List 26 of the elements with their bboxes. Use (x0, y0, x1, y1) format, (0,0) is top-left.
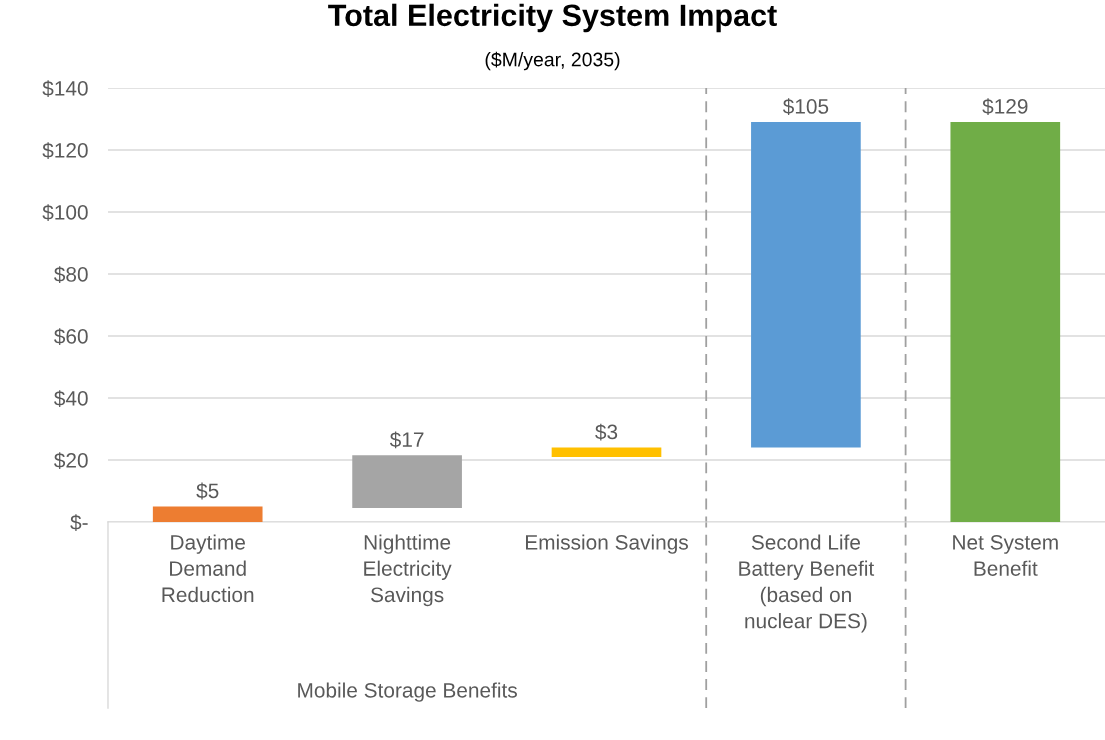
data-label: $5 (196, 482, 219, 500)
y-tick-label: $100 (42, 204, 88, 221)
x-tick-label: Second Life Battery Benefit (based on nuclear DES) (739, 534, 875, 633)
bar (551, 447, 662, 457)
x-tick-label: Nighttime Electricity Savings (364, 534, 452, 607)
chart-title: Total Electricity System Impact (328, 3, 777, 33)
text: Mobile Storage Benefits (298, 682, 517, 702)
chart-subtitle: ($M/year, 2035) (485, 51, 620, 71)
x-tick-label: Daytime Demand Reduction (162, 534, 254, 603)
y-tick-label: $20 (54, 452, 88, 469)
y-tick-label: $60 (54, 328, 88, 345)
y-tick-label: $40 (54, 390, 88, 407)
bar (950, 122, 1061, 522)
y-tick-label: $140 (42, 80, 88, 97)
bar (352, 455, 462, 509)
y-tick-label: $120 (42, 142, 88, 159)
data-label: $17 (389, 431, 424, 449)
data-label: $3 (595, 423, 618, 441)
bar (751, 122, 861, 448)
x-tick-label: Emission Savings (526, 534, 688, 554)
bar (152, 506, 263, 522)
data-label: $105 (782, 98, 829, 116)
x-tick-label: Net System Benefit (953, 534, 1058, 576)
data-label: $129 (982, 98, 1028, 116)
y-tick-label: $- (70, 514, 88, 531)
y-tick-label: $80 (54, 266, 88, 283)
